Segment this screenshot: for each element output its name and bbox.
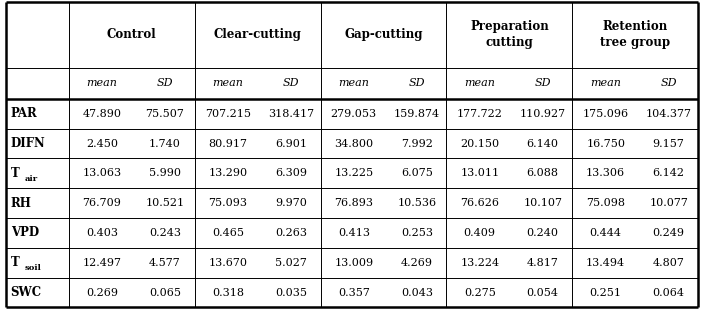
Text: 13.494: 13.494 xyxy=(586,258,625,268)
Text: Gap-cutting: Gap-cutting xyxy=(344,28,422,41)
Text: 13.011: 13.011 xyxy=(460,168,499,178)
Text: 75.093: 75.093 xyxy=(208,198,247,208)
Text: DIFN: DIFN xyxy=(11,137,46,150)
Text: 10.521: 10.521 xyxy=(145,198,184,208)
Text: mean: mean xyxy=(213,78,244,88)
Text: 76.626: 76.626 xyxy=(460,198,499,208)
Text: 9.970: 9.970 xyxy=(275,198,307,208)
Text: SD: SD xyxy=(282,78,299,88)
Text: soil: soil xyxy=(25,264,42,272)
Text: 34.800: 34.800 xyxy=(334,138,373,149)
Text: 0.054: 0.054 xyxy=(527,288,559,298)
Text: 9.157: 9.157 xyxy=(653,138,684,149)
Text: 76.893: 76.893 xyxy=(334,198,373,208)
Text: Clear-cutting: Clear-cutting xyxy=(213,28,301,41)
Text: 10.107: 10.107 xyxy=(523,198,562,208)
Text: Control: Control xyxy=(107,28,156,41)
Text: PAR: PAR xyxy=(11,107,37,120)
Text: 13.063: 13.063 xyxy=(82,168,122,178)
Text: 175.096: 175.096 xyxy=(583,109,629,119)
Text: 0.251: 0.251 xyxy=(590,288,622,298)
Text: 0.065: 0.065 xyxy=(149,288,181,298)
Text: 0.253: 0.253 xyxy=(401,228,433,238)
Text: 13.224: 13.224 xyxy=(460,258,499,268)
Text: SD: SD xyxy=(156,78,173,88)
Text: T: T xyxy=(11,256,20,269)
Text: 6.075: 6.075 xyxy=(401,168,433,178)
Text: SD: SD xyxy=(660,78,677,88)
Text: 5.027: 5.027 xyxy=(275,258,307,268)
Text: 0.444: 0.444 xyxy=(590,228,622,238)
Text: 0.035: 0.035 xyxy=(275,288,307,298)
Text: 47.890: 47.890 xyxy=(82,109,121,119)
Text: 13.290: 13.290 xyxy=(208,168,247,178)
Text: 0.263: 0.263 xyxy=(275,228,307,238)
Text: 318.417: 318.417 xyxy=(268,109,314,119)
Text: 707.215: 707.215 xyxy=(205,109,251,119)
Text: 2.450: 2.450 xyxy=(86,138,118,149)
Text: Retention
tree group: Retention tree group xyxy=(601,20,670,49)
Text: 13.009: 13.009 xyxy=(334,258,373,268)
Text: 0.409: 0.409 xyxy=(464,228,496,238)
Text: 0.465: 0.465 xyxy=(212,228,244,238)
Text: 10.077: 10.077 xyxy=(649,198,688,208)
Text: 6.309: 6.309 xyxy=(275,168,307,178)
Text: 75.507: 75.507 xyxy=(146,109,184,119)
Text: 4.817: 4.817 xyxy=(527,258,559,268)
Text: 0.357: 0.357 xyxy=(338,288,370,298)
Text: 104.377: 104.377 xyxy=(646,109,691,119)
Text: 0.043: 0.043 xyxy=(401,288,433,298)
Text: Preparation
cutting: Preparation cutting xyxy=(470,20,549,49)
Text: 0.269: 0.269 xyxy=(86,288,118,298)
Text: 20.150: 20.150 xyxy=(460,138,499,149)
Text: 159.874: 159.874 xyxy=(394,109,440,119)
Text: T: T xyxy=(11,167,20,180)
Text: 4.807: 4.807 xyxy=(653,258,684,268)
Text: 13.225: 13.225 xyxy=(334,168,373,178)
Text: 6.142: 6.142 xyxy=(653,168,685,178)
Text: RH: RH xyxy=(11,197,32,210)
Text: 177.722: 177.722 xyxy=(457,109,503,119)
Text: 0.403: 0.403 xyxy=(86,228,118,238)
Text: 1.740: 1.740 xyxy=(149,138,181,149)
Text: 6.140: 6.140 xyxy=(527,138,559,149)
Text: SD: SD xyxy=(534,78,551,88)
Text: 7.992: 7.992 xyxy=(401,138,433,149)
Text: 6.901: 6.901 xyxy=(275,138,307,149)
Text: mean: mean xyxy=(590,78,621,88)
Text: SD: SD xyxy=(408,78,425,88)
Text: 13.670: 13.670 xyxy=(208,258,247,268)
Text: SWC: SWC xyxy=(11,286,42,299)
Text: 13.306: 13.306 xyxy=(586,168,625,178)
Text: mean: mean xyxy=(339,78,369,88)
Text: 0.318: 0.318 xyxy=(212,288,244,298)
Text: air: air xyxy=(25,175,38,183)
Text: 0.240: 0.240 xyxy=(527,228,559,238)
Text: 12.497: 12.497 xyxy=(82,258,121,268)
Text: 0.243: 0.243 xyxy=(149,228,181,238)
Text: mean: mean xyxy=(465,78,495,88)
Text: 279.053: 279.053 xyxy=(331,109,377,119)
Text: 4.577: 4.577 xyxy=(149,258,181,268)
Text: 10.536: 10.536 xyxy=(397,198,436,208)
Text: 4.269: 4.269 xyxy=(401,258,433,268)
Text: VPD: VPD xyxy=(11,226,39,239)
Text: 80.917: 80.917 xyxy=(208,138,247,149)
Text: 16.750: 16.750 xyxy=(586,138,625,149)
Text: 0.413: 0.413 xyxy=(338,228,370,238)
Text: 110.927: 110.927 xyxy=(520,109,566,119)
Text: 5.990: 5.990 xyxy=(149,168,181,178)
Text: 75.098: 75.098 xyxy=(586,198,625,208)
Text: 6.088: 6.088 xyxy=(527,168,559,178)
Text: 0.275: 0.275 xyxy=(464,288,496,298)
Text: mean: mean xyxy=(87,78,118,88)
Text: 0.064: 0.064 xyxy=(653,288,685,298)
Text: 76.709: 76.709 xyxy=(82,198,121,208)
Text: 0.249: 0.249 xyxy=(653,228,685,238)
